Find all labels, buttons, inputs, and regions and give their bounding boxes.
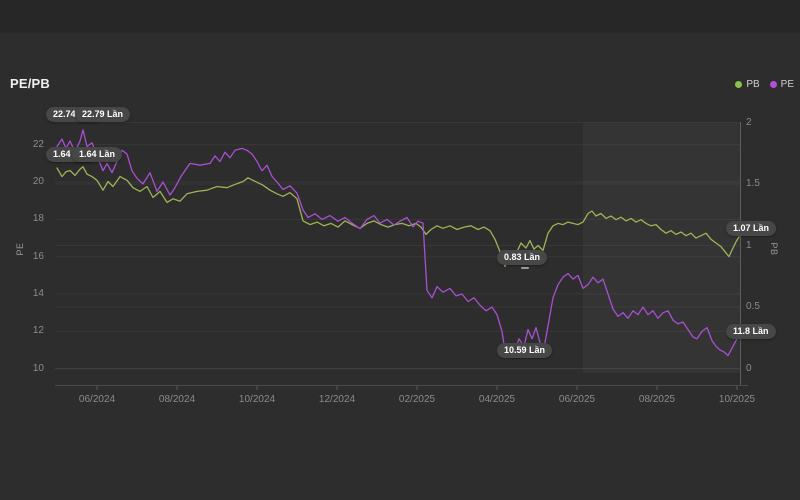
right-axis-title: PB — [769, 242, 779, 256]
x-axis-tick-label: 08/2024 — [158, 394, 196, 405]
left-axis-tick-label: 14 — [32, 288, 44, 300]
left-axis-tick-label: 12 — [32, 325, 44, 337]
x-axis-tick-label: 06/2025 — [558, 394, 596, 405]
left-axis-tick-label: 22 — [32, 138, 44, 150]
x-axis-tick-label: 06/2024 — [78, 394, 116, 405]
left-axis-tick-label: 10 — [32, 362, 44, 374]
left-axis-title: PE — [15, 242, 25, 256]
pb-min-badge: 0.83 Lần — [497, 250, 548, 265]
left-axis-tick-label: 16 — [32, 250, 44, 262]
pe-series-dot-icon — [769, 81, 777, 88]
pb-last-badge: 1.07 Lần — [726, 221, 777, 236]
right-axis-tick-label: 2 — [746, 116, 752, 128]
legend-label-pb: PB — [746, 79, 760, 90]
x-axis-tick-label: 04/2025 — [478, 394, 516, 405]
chart-title: PE/PB — [10, 76, 51, 91]
pe-last-badge: 11.8 Lần — [726, 324, 776, 339]
x-axis-tick-label: 02/2025 — [398, 394, 436, 405]
x-axis-tick-label: 12/2024 — [318, 394, 356, 405]
right-axis-tick-label: 0 — [746, 362, 752, 374]
left-axis-tick-label: 20 — [32, 176, 44, 188]
legend-label-pe: PE — [780, 79, 794, 90]
right-axis-tick-label: 1 — [746, 239, 752, 251]
pb-series-dot-icon — [735, 81, 743, 88]
chart-legend: PB PE — [735, 79, 794, 90]
top-bar — [0, 0, 800, 33]
legend-item-pb[interactable]: PB — [735, 79, 760, 90]
x-axis-tick-label: 08/2025 — [638, 394, 676, 405]
right-axis-tick-label: 1.5 — [746, 178, 760, 189]
legend-item-pe[interactable]: PE — [769, 79, 794, 90]
pe-max-badge: 22.79 Lần — [75, 107, 131, 122]
pb-min-marker-icon — [521, 267, 529, 269]
right-axis-tick-label: 0.5 — [746, 301, 760, 312]
x-axis-tick-label: 10/2024 — [238, 394, 276, 405]
pe-min-badge: 10.59 Lần — [497, 343, 553, 358]
pb-max-badge: 1.64 Lần — [72, 147, 123, 162]
x-axis-tick-label: 10/2025 — [718, 394, 756, 405]
left-axis-tick-label: 18 — [32, 213, 44, 225]
